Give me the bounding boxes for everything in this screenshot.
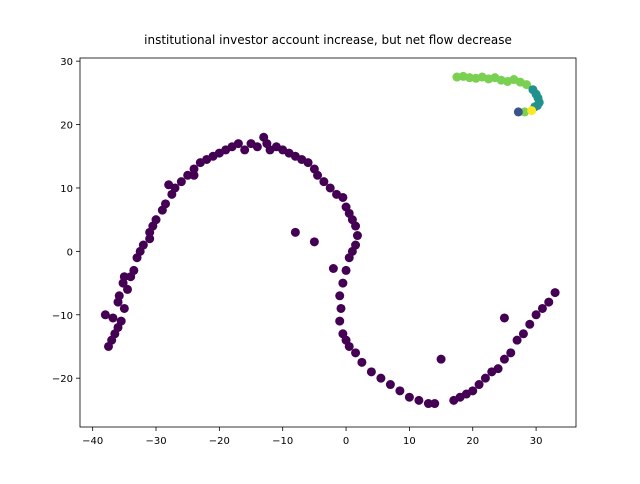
point — [520, 107, 530, 117]
point — [544, 297, 554, 307]
point — [303, 158, 313, 168]
point — [522, 80, 532, 90]
point — [100, 310, 110, 320]
point — [176, 177, 186, 187]
point — [385, 380, 395, 390]
point — [430, 399, 440, 409]
point — [116, 316, 126, 326]
chart-title: institutional investor account increase,… — [144, 33, 512, 47]
point — [493, 364, 503, 374]
point — [537, 303, 547, 313]
point — [104, 341, 114, 351]
point — [525, 319, 535, 329]
point — [518, 329, 528, 339]
point — [344, 253, 354, 263]
y-tick-label: 0 — [67, 247, 73, 258]
point — [313, 170, 323, 180]
point — [183, 170, 193, 180]
point — [336, 303, 346, 313]
point — [366, 367, 376, 377]
point — [335, 291, 345, 301]
point — [512, 335, 522, 345]
point — [423, 399, 433, 409]
point — [357, 357, 367, 367]
point — [499, 354, 509, 364]
y-tick-label: −10 — [52, 311, 73, 322]
point — [189, 170, 199, 180]
point — [319, 177, 329, 187]
point — [108, 313, 118, 323]
x-tick-label: −20 — [209, 436, 230, 447]
point — [352, 231, 362, 241]
point — [414, 395, 424, 405]
point — [164, 180, 174, 190]
point — [233, 139, 243, 149]
y-tick-label: 20 — [60, 121, 73, 132]
point — [123, 284, 133, 294]
point — [531, 310, 541, 320]
x-tick-label: −40 — [82, 436, 103, 447]
y-tick-label: −20 — [52, 374, 73, 385]
point — [309, 237, 319, 247]
point — [344, 341, 354, 351]
point — [468, 386, 478, 396]
point — [189, 164, 199, 174]
point — [114, 291, 124, 301]
point — [135, 246, 145, 256]
point — [404, 392, 414, 402]
x-tick-label: −10 — [272, 436, 293, 447]
point — [474, 380, 484, 390]
point — [161, 199, 171, 209]
point — [151, 215, 161, 225]
x-tick-label: 10 — [403, 436, 416, 447]
point — [119, 303, 129, 313]
x-tick-label: 0 — [343, 436, 349, 447]
point — [506, 348, 516, 358]
point — [499, 313, 509, 323]
point — [395, 386, 405, 396]
point — [513, 107, 523, 117]
point — [145, 234, 155, 244]
point — [376, 373, 386, 383]
plot-frame — [79, 57, 577, 428]
point — [480, 373, 490, 383]
point — [341, 265, 351, 275]
points — [100, 71, 560, 409]
point — [252, 142, 262, 152]
x-tick-label: 30 — [530, 436, 543, 447]
point — [351, 221, 361, 231]
point — [338, 278, 348, 288]
point — [240, 145, 250, 155]
point — [328, 263, 338, 273]
point — [351, 348, 361, 358]
point — [335, 316, 345, 326]
point — [325, 183, 335, 193]
point — [290, 227, 300, 237]
y-tick-label: 30 — [60, 57, 73, 68]
point — [338, 192, 348, 202]
point — [550, 288, 560, 298]
x-tick-label: −30 — [145, 436, 166, 447]
point — [436, 354, 446, 364]
x-tick-label: 20 — [466, 436, 479, 447]
point — [119, 272, 129, 282]
y-tick-label: 10 — [60, 184, 73, 195]
point — [129, 265, 139, 275]
point — [527, 106, 537, 116]
